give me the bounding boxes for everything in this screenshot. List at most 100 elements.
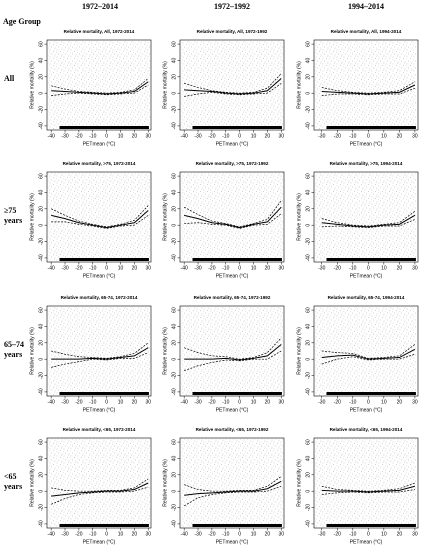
y-tick-label: 20 [171, 74, 177, 80]
y-tick-label: -40 [171, 254, 177, 261]
x-axis-label: PETmean (°C) [83, 407, 116, 413]
y-axis-label: Relative mortality (%) [162, 193, 168, 241]
x-tick-label: 30 [145, 265, 151, 271]
panel-title: Relative mortality, 65-74, 1994-2014 [328, 295, 405, 300]
y-tick-label: 60 [305, 173, 311, 179]
x-tick-label: 0 [367, 265, 370, 271]
y-tick-label: 40 [171, 455, 177, 461]
x-tick-label: -10 [349, 265, 356, 271]
y-tick-label: -20 [305, 504, 311, 511]
fit-line [321, 348, 416, 360]
x-axis-label: PETmean (°C) [216, 273, 249, 279]
scatter-cloud [315, 439, 417, 527]
x-axis-label: PETmean (°C) [350, 539, 383, 545]
row-header: Age Group [3, 17, 41, 26]
y-tick-label: -20 [305, 238, 311, 245]
panel-title: Relative mortality, <65, 1994-2014 [330, 427, 403, 432]
x-tick-label: 10 [381, 265, 387, 271]
y-tick-label: -20 [171, 238, 177, 245]
y-tick-label: 60 [171, 439, 177, 445]
x-tick-label: -30 [61, 133, 68, 139]
scatter-cloud [48, 41, 150, 129]
x-tick-label: 0 [105, 531, 108, 537]
confidence-line [51, 486, 149, 505]
x-tick-label: -10 [349, 133, 356, 139]
x-tick-label: -40 [48, 531, 55, 537]
rug [59, 258, 149, 261]
x-tick-label: 10 [381, 531, 387, 537]
x-tick-label: -30 [318, 133, 325, 139]
x-tick-label: -20 [75, 133, 82, 139]
x-tick-label: -10 [222, 399, 229, 405]
plot-frame [179, 305, 285, 397]
y-tick-label: 40 [171, 57, 177, 63]
x-tick-label: 30 [145, 399, 151, 405]
x-axis-label: PETmean (°C) [83, 273, 116, 279]
plot-frame [179, 437, 285, 529]
panel: Relative mortality, 65-74, 1972-2014-40-… [29, 295, 152, 413]
y-axis-label: Relative mortality (%) [296, 459, 302, 507]
y-tick-label: -40 [171, 388, 177, 395]
x-tick-label: 10 [251, 531, 257, 537]
y-tick-label: 40 [305, 57, 311, 63]
x-tick-label: 10 [381, 399, 387, 405]
y-tick-label: 60 [38, 41, 44, 47]
x-tick-label: 10 [251, 399, 257, 405]
panel: Relative mortality, >75, 1972-2014 -40 -20… [29, 161, 152, 279]
y-tick-label: 40 [305, 323, 311, 329]
x-tick-label: -20 [334, 531, 341, 537]
confidence-line [51, 78, 149, 94]
y-axis-label: Relative mortality (%) [162, 327, 168, 375]
rug [59, 392, 149, 395]
x-tick-label: 30 [278, 265, 284, 271]
y-tick-label: 20 [305, 472, 311, 478]
panel: Relative mortality, All, 1972-2014 -40 -20… [29, 29, 152, 147]
confidence-line [321, 81, 416, 94]
y-tick-label: 20 [305, 340, 311, 346]
y-tick-label: 20 [171, 472, 177, 478]
x-tick-label: 30 [412, 531, 418, 537]
panel-title: Relative mortality, 65-74, 1972-2014 [61, 295, 138, 300]
plot-frame [179, 171, 285, 263]
scatter-cloud [181, 173, 283, 261]
fit-line [51, 482, 149, 497]
y-tick-label: 0 [38, 224, 44, 227]
y-tick-label: -40 [171, 520, 177, 527]
panel: Relative mortality, All, 1994-2014 -40 -20… [296, 29, 419, 147]
panel: Relative mortality, >75, 1994-2014 -40 -20… [296, 161, 419, 279]
fit-line [51, 347, 149, 360]
x-tick-label: -40 [181, 265, 188, 271]
fit-line [321, 485, 416, 493]
rug [192, 392, 282, 395]
plot-frame [313, 437, 419, 529]
confidence-line [184, 337, 282, 360]
y-tick-label: 0 [171, 92, 177, 95]
x-tick-label: -30 [318, 531, 325, 537]
scatter-cloud [315, 41, 417, 129]
x-axis-label: PETmean (°C) [350, 273, 383, 279]
y-tick-label: -40 [305, 122, 311, 129]
confidence-line [321, 489, 415, 495]
y-tick-label: -20 [38, 238, 44, 245]
y-tick-label: 0 [171, 224, 177, 227]
row-label: All [4, 74, 15, 83]
y-tick-label: -40 [38, 254, 44, 261]
x-tick-label: -20 [208, 531, 215, 537]
y-tick-label: -20 [38, 504, 44, 511]
y-tick-label: 0 [305, 92, 311, 95]
x-tick-label: -40 [181, 133, 188, 139]
panel: Relative mortality, 65-74, 1972-1992-40-… [162, 295, 285, 413]
y-axis-label: Relative mortality (%) [29, 327, 35, 375]
x-tick-label: 30 [412, 265, 418, 271]
fit-line [184, 206, 282, 229]
y-tick-label: 0 [305, 490, 311, 493]
y-tick-label: 0 [171, 490, 177, 493]
y-axis-label: Relative mortality (%) [29, 193, 35, 241]
row-label: 65–74 [4, 340, 24, 349]
x-tick-label: 0 [367, 133, 370, 139]
y-axis-label: Relative mortality (%) [29, 459, 35, 507]
panel: Relative mortality, <65, 1972-1992 -40 -20… [162, 427, 285, 545]
y-tick-label: 40 [305, 455, 311, 461]
y-tick-label: 40 [38, 57, 44, 63]
x-tick-label: 0 [367, 399, 370, 405]
